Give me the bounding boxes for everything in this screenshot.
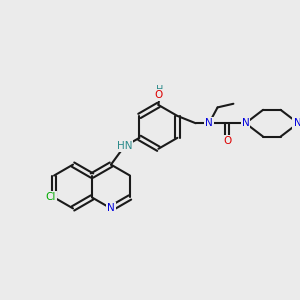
Text: HN: HN — [117, 141, 132, 151]
Text: Cl: Cl — [45, 193, 56, 202]
Text: O: O — [155, 90, 163, 100]
Text: N: N — [107, 203, 115, 213]
Text: N: N — [294, 118, 300, 128]
Text: N: N — [205, 118, 213, 128]
Text: O: O — [223, 136, 231, 146]
Text: H: H — [156, 85, 163, 95]
Text: N: N — [242, 118, 249, 128]
